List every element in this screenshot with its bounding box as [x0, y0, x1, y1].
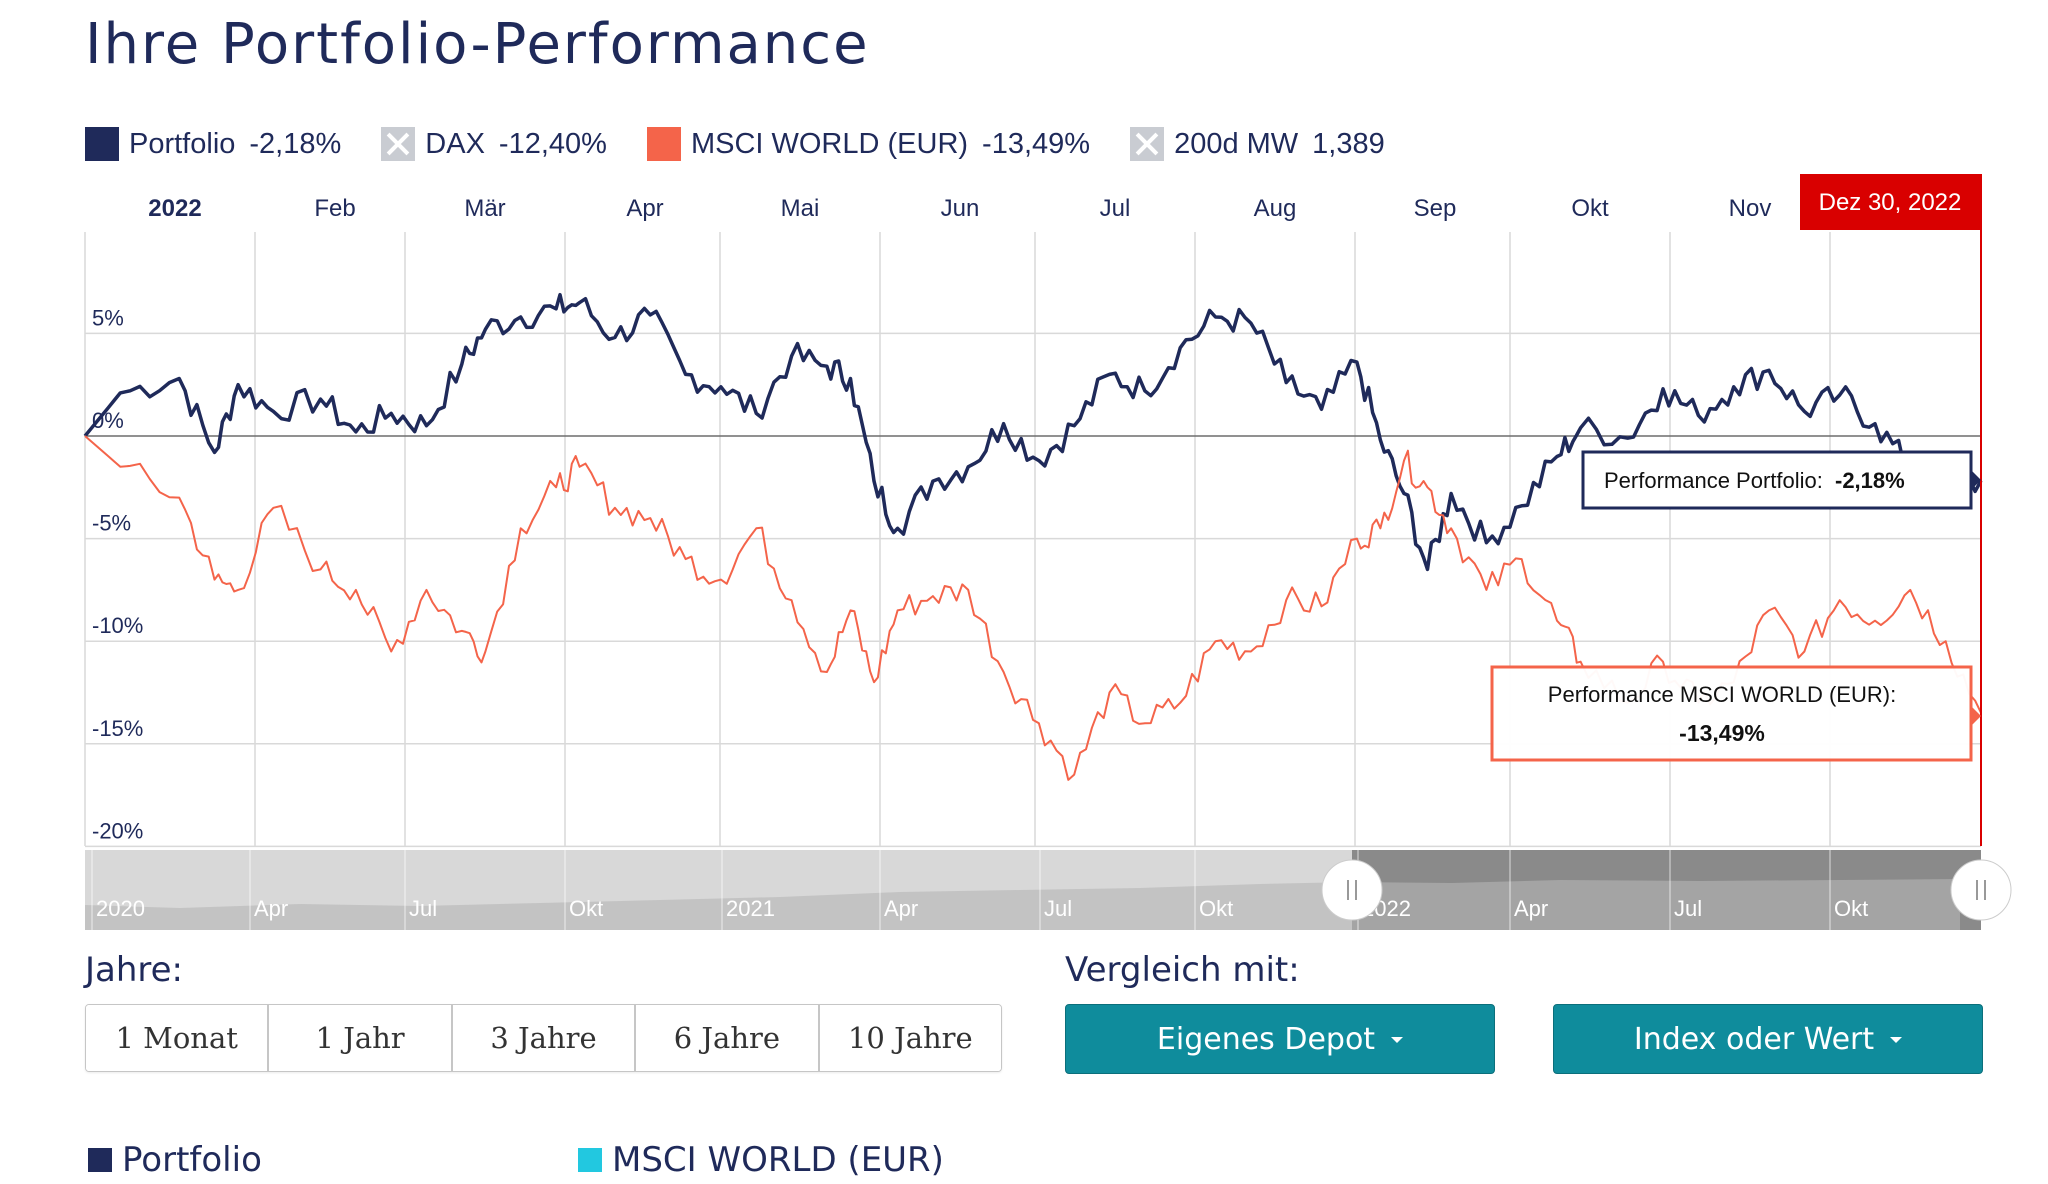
grip-icon — [1976, 880, 1986, 900]
x-tick-label: Mai — [781, 195, 820, 222]
msci-color-swatch — [646, 127, 681, 161]
toggle-off-icon — [381, 127, 416, 161]
caret-down-icon — [1391, 1037, 1404, 1043]
crosshair-date-badge — [1800, 174, 1981, 230]
legend-label: 200d MW — [1174, 127, 1299, 160]
legend-label: MSCI WORLD (EUR) — [690, 127, 969, 160]
legend-label: Portfolio — [129, 127, 236, 160]
x-tick-label: Sep — [1414, 195, 1457, 222]
y-tick-label: -5% — [92, 511, 131, 536]
navigator-label: Apr — [254, 896, 288, 921]
tooltip-msci: Performance MSCI WORLD (EUR): -13,49% — [1490, 665, 1981, 762]
x-tick-label: Mär — [464, 195, 505, 222]
x-axis-ticks: 2022 Feb Mär Apr Mai Jun Jul Aug Sep Okt Nov — [148, 195, 1771, 222]
x-tick-label: Apr — [626, 195, 663, 222]
series-line-msci-world — [84, 435, 1982, 781]
grip-icon — [1347, 880, 1357, 900]
chart-legend: Portfolio -2,18% DAX -12,40% MSCI WORLD … — [85, 124, 1385, 164]
years-label: Jahre: — [85, 950, 184, 990]
navigator-mini-series — [85, 879, 1960, 930]
year-button-10-jahre[interactable]: 10 Jahre — [819, 1005, 1001, 1071]
navigator-label: 2020 — [96, 896, 145, 921]
caret-down-icon — [1890, 1037, 1903, 1043]
crosshair-date: Dez 30, 2022 — [1819, 189, 1962, 216]
eigenes-depot-dropdown[interactable]: Eigenes Depot — [1065, 1004, 1495, 1074]
y-tick-label: -20% — [92, 818, 143, 843]
toggle-off-icon — [1130, 127, 1165, 161]
bottom-legend-label: MSCI WORLD (EUR) — [612, 1140, 944, 1180]
navigator-label: Jul — [1674, 896, 1702, 921]
legend-label: DAX — [425, 127, 485, 160]
x-tick-label: 2022 — [148, 195, 201, 222]
tooltip-msci-label: Performance MSCI WORLD (EUR): — [1548, 682, 1896, 707]
y-tick-label: 5% — [92, 305, 124, 330]
index-oder-wert-dropdown[interactable]: Index oder Wert — [1553, 1004, 1983, 1074]
series-line-portfolio — [83, 292, 1983, 572]
series-layer — [83, 292, 1983, 781]
tooltip-portfolio-value: -2,18% — [1835, 468, 1905, 493]
bottom-legend: Portfolio MSCI WORLD (EUR) — [88, 1140, 1488, 1184]
svg-text:Performance Portfolio: -: Performance Portfolio: -2,18% — [1604, 468, 1905, 493]
year-button-1-jahr[interactable]: 1 Jahr — [269, 1005, 453, 1071]
legend-item-200d-mw[interactable]: 200d MW 1,389 — [1130, 127, 1385, 161]
eigenes-depot-label: Eigenes Depot — [1156, 1021, 1376, 1057]
x-tick-label: Jul — [1100, 195, 1131, 222]
portfolio-color-swatch — [85, 127, 119, 161]
page-title: Ihre Portfolio-Performance — [85, 12, 870, 77]
bottom-legend-label: Portfolio — [122, 1140, 262, 1180]
years-button-group: 1 Monat 1 Jahr 3 Jahre 6 Jahre 10 Jahre — [85, 1004, 1002, 1072]
legend-value: -2,18% — [249, 127, 342, 160]
legend-item-dax[interactable]: DAX -12,40% — [381, 127, 607, 161]
msci-color-swatch — [578, 1148, 602, 1172]
legend-value: -12,40% — [498, 127, 607, 160]
navigator-label: Apr — [1514, 896, 1548, 921]
x-tick-label: Okt — [1571, 195, 1609, 222]
bottom-legend-msci[interactable]: MSCI WORLD (EUR) — [578, 1140, 944, 1180]
x-tick-label: Jun — [941, 195, 980, 222]
bottom-legend-portfolio[interactable]: Portfolio — [88, 1140, 262, 1180]
legend-value: 1,389 — [1312, 127, 1385, 160]
navigator-handle-right[interactable] — [1950, 859, 2012, 921]
year-button-3-jahre[interactable]: 3 Jahre — [452, 1005, 637, 1071]
legend-item-portfolio[interactable]: Portfolio -2,18% — [85, 127, 341, 161]
y-tick-label: -10% — [92, 613, 143, 638]
index-oder-wert-label: Index oder Wert — [1633, 1021, 1875, 1057]
year-button-6-jahre[interactable]: 6 Jahre — [636, 1005, 820, 1071]
range-navigator[interactable]: 2020 Apr Jul Okt 2021 Apr Jul Okt 2022 Apr Jul Okt — [85, 850, 2012, 930]
tooltip-portfolio: Performance Portfolio: -2,18% — [1581, 450, 1981, 510]
navigator-label: Okt — [569, 896, 603, 921]
x-tick-label: Feb — [314, 195, 355, 222]
navigator-label: Okt — [1834, 896, 1868, 921]
y-tick-label: -15% — [92, 716, 143, 741]
navigator-labels: 2020 Apr Jul Okt 2021 Apr Jul Okt 2022 Apr Jul Okt — [91, 850, 1868, 930]
y-axis-ticks: 5%0%-5%-10%-15%-20% — [92, 305, 143, 843]
year-button-1-monat[interactable]: 1 Monat — [86, 1005, 270, 1071]
compare-label: Vergleich mit: — [1065, 950, 1300, 990]
tooltip-portfolio-label: Performance Portfolio: — [1604, 468, 1823, 493]
legend-value: -13,49% — [982, 127, 1091, 160]
navigator-label: Jul — [1044, 896, 1072, 921]
portfolio-color-swatch — [88, 1148, 112, 1172]
tooltip-msci-value: -13,49% — [1679, 720, 1765, 746]
x-tick-label: Aug — [1254, 195, 1297, 222]
navigator-label: 2021 — [726, 896, 775, 921]
x-tick-label: Nov — [1729, 195, 1772, 222]
navigator-label: Jul — [409, 896, 437, 921]
performance-chart[interactable]: 2022 Feb Mär Apr Mai Jun Jul Aug Sep Okt Nov 5%0%-… — [0, 0, 2048, 940]
legend-item-msci-world[interactable]: MSCI WORLD (EUR) -13,49% — [646, 127, 1091, 161]
navigator-handle-left[interactable] — [1321, 859, 1383, 921]
navigator-label: Okt — [1199, 896, 1233, 921]
navigator-label: Apr — [884, 896, 918, 921]
